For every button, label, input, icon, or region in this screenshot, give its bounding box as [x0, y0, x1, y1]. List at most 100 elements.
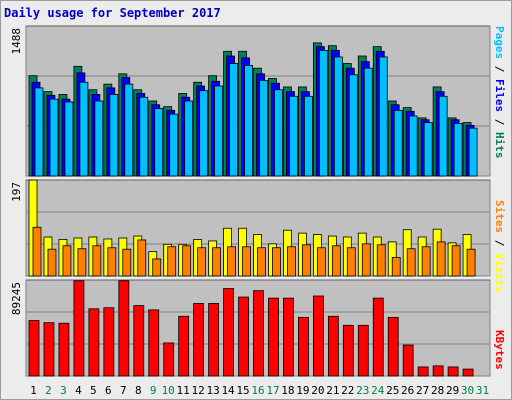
bar-kbytes-day-23 — [357, 324, 369, 377]
bar-pages-day-6 — [109, 94, 119, 177]
day-label-15: 15 — [236, 384, 249, 397]
day-label-23: 23 — [356, 384, 369, 397]
bar-sites-day-30 — [466, 248, 476, 277]
bar-pages-day-13 — [214, 85, 224, 177]
bar-kbytes-day-13 — [208, 303, 220, 377]
bar-kbytes-day-26 — [402, 344, 414, 377]
bar-pages-day-26 — [408, 115, 418, 177]
bar-sites-day-4 — [77, 248, 87, 277]
bar-sites-day-28 — [436, 241, 446, 277]
day-label-13: 13 — [206, 384, 219, 397]
day-label-26: 26 — [401, 384, 414, 397]
bar-pages-day-24 — [378, 56, 388, 177]
bar-pages-day-25 — [393, 109, 403, 177]
bar-pages-day-29 — [453, 123, 463, 177]
bar-kbytes-day-18 — [283, 297, 294, 377]
bar-kbytes-day-16 — [253, 290, 264, 377]
bar-sites-day-9 — [152, 258, 162, 277]
bar-kbytes-day-22 — [342, 324, 354, 377]
bar-pages-day-18 — [289, 95, 298, 177]
bar-sites-day-6 — [107, 247, 117, 277]
bar-kbytes-day-2 — [43, 322, 55, 377]
bar-sites-day-11 — [182, 245, 192, 277]
day-label-16: 16 — [251, 384, 264, 397]
bar-pages-day-11 — [184, 100, 194, 177]
bar-sites-day-14 — [227, 246, 236, 277]
bar-pages-day-23 — [363, 67, 373, 177]
legend-kbytes-label: KBytes — [493, 330, 506, 370]
legend-hits-files-pages: Pages / Files / Hits — [493, 26, 506, 159]
day-label-28: 28 — [431, 384, 444, 397]
bar-pages-day-27 — [423, 122, 433, 177]
day-label-22: 22 — [341, 384, 354, 397]
bar-sites-day-25 — [391, 257, 401, 277]
day-label-10: 10 — [162, 384, 175, 397]
bar-pages-day-16 — [259, 79, 268, 177]
bar-kbytes-day-25 — [387, 316, 399, 377]
bar-pages-day-21 — [333, 56, 343, 177]
bar-kbytes-day-10 — [163, 342, 175, 377]
max-label-kbytes: 89245 — [10, 282, 23, 315]
bar-kbytes-day-7 — [118, 280, 130, 377]
bar-kbytes-day-3 — [58, 322, 70, 377]
bar-pages-day-28 — [438, 95, 448, 177]
legend-pages: Pages — [493, 26, 506, 60]
bar-sites-day-17 — [272, 247, 281, 277]
bar-kbytes-day-20 — [312, 295, 324, 377]
legend-files: Files — [493, 79, 506, 113]
bar-pages-day-9 — [154, 108, 164, 177]
day-label-31: 31 — [476, 384, 489, 397]
bar-sites-day-16 — [257, 247, 266, 277]
bar-pages-day-19 — [304, 95, 313, 177]
day-label-18: 18 — [281, 384, 294, 397]
bar-sites-day-23 — [361, 243, 371, 277]
bar-pages-day-14 — [229, 63, 238, 177]
chart-title: Daily usage for September 2017 — [4, 6, 221, 20]
day-label-7: 7 — [120, 384, 127, 397]
bar-sites-day-22 — [346, 247, 356, 277]
bar-sites-day-29 — [451, 245, 461, 277]
bar-pages-day-7 — [124, 83, 134, 177]
bar-pages-day-12 — [199, 90, 209, 177]
max-label-visits-sites: 197 — [10, 182, 23, 202]
bar-pages-day-2 — [49, 98, 59, 177]
max-label-hits-files-pages: 1488 — [10, 28, 23, 55]
bar-kbytes-day-6 — [103, 307, 115, 377]
bar-kbytes-day-21 — [327, 315, 339, 377]
bar-sites-day-5 — [92, 245, 102, 277]
bar-pages-day-20 — [318, 49, 328, 177]
legend-visits-sites: Sites / Visits — [493, 200, 506, 293]
day-label-24: 24 — [371, 384, 385, 397]
bar-pages-day-17 — [274, 89, 283, 177]
day-label-30: 30 — [461, 384, 474, 397]
bar-pages-day-10 — [169, 113, 179, 177]
bar-kbytes-day-29 — [447, 366, 459, 377]
bar-sites-day-1 — [32, 226, 42, 277]
day-label-21: 21 — [326, 384, 339, 397]
day-label-2: 2 — [45, 384, 52, 397]
day-label-19: 19 — [296, 384, 309, 397]
bar-pages-day-3 — [64, 101, 74, 177]
bar-kbytes-day-1 — [28, 320, 40, 377]
legend-hits: Hits — [493, 132, 506, 159]
day-label-11: 11 — [177, 384, 190, 397]
day-label-25: 25 — [386, 384, 399, 397]
bar-sites-day-19 — [302, 244, 311, 277]
day-label-29: 29 — [446, 384, 459, 397]
day-label-20: 20 — [311, 384, 324, 397]
bar-sites-day-2 — [47, 248, 57, 277]
bar-sites-day-20 — [316, 247, 326, 277]
day-label-6: 6 — [105, 384, 112, 397]
bar-sites-day-26 — [406, 248, 416, 277]
bar-sites-day-27 — [421, 246, 431, 277]
bar-sites-day-18 — [287, 246, 296, 277]
bar-pages-day-22 — [348, 74, 358, 177]
bar-sites-day-10 — [167, 246, 177, 277]
day-label-1: 1 — [30, 384, 37, 397]
bar-kbytes-day-11 — [178, 315, 190, 377]
day-label-5: 5 — [90, 384, 97, 397]
bar-kbytes-day-14 — [223, 288, 234, 377]
bar-kbytes-day-15 — [238, 296, 249, 377]
legend-kbytes: KBytes — [493, 330, 506, 370]
bar-kbytes-day-30 — [462, 368, 474, 377]
